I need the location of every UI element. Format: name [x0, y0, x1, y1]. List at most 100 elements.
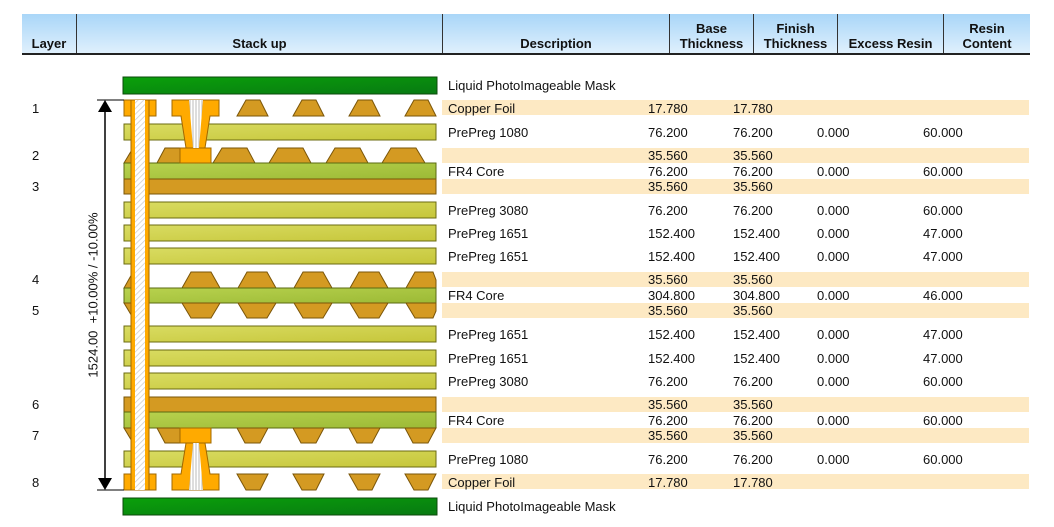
row-description: PrePreg 1651 — [448, 249, 529, 264]
row-base-thickness: 76.200 — [648, 164, 688, 179]
copper-band-l7 — [442, 428, 1029, 443]
row-base-thickness: 304.800 — [648, 288, 695, 303]
row-excess-resin: 0.000 — [817, 327, 850, 342]
row-base-thickness: 35.560 — [648, 148, 688, 163]
row-finish-thickness: 304.800 — [733, 288, 780, 303]
row-excess-resin: 0.000 — [817, 249, 850, 264]
row-finish-thickness: 152.400 — [733, 327, 780, 342]
thickness-dimension-label: 1524.00 +10.00% / -10.00% — [85, 212, 101, 378]
prepreg-1080-bottom — [123, 450, 437, 468]
row-finish-thickness: 35.560 — [733, 397, 773, 412]
row-finish-thickness: 76.200 — [733, 164, 773, 179]
row-resin-content: 60.000 — [923, 374, 963, 389]
prepreg-3080-b — [123, 372, 437, 390]
row-resin-content: 47.000 — [923, 351, 963, 366]
row-description: PrePreg 1080 — [448, 452, 529, 467]
row-resin-content: 46.000 — [923, 288, 963, 303]
copper-band-l3 — [442, 179, 1029, 194]
header-stackup: Stack up — [77, 14, 443, 53]
row-finish-thickness: 76.200 — [733, 452, 773, 467]
row-finish-thickness: 76.200 — [733, 203, 773, 218]
through-hole-via — [123, 99, 157, 491]
row-excess-resin: 0.000 — [817, 226, 850, 241]
header-resin-content: Resin Content — [962, 21, 1012, 51]
core-2 — [123, 270, 437, 319]
row-excess-resin: 0.000 — [817, 351, 850, 366]
copper-band-l1 — [442, 100, 1029, 115]
row-base-thickness: 17.780 — [648, 101, 688, 116]
row-resin-content: 47.000 — [923, 226, 963, 241]
blind-via-top — [171, 99, 220, 164]
row-description: FR4 Core — [448, 413, 505, 428]
row-base-thickness: 76.200 — [648, 374, 688, 389]
solder-mask-bottom — [122, 497, 438, 516]
row-excess-resin: 0.000 — [817, 125, 850, 140]
row-base-thickness: 35.560 — [648, 272, 688, 287]
row-resin-content: 60.000 — [923, 125, 963, 140]
row-description: PrePreg 3080 — [448, 374, 529, 389]
row-base-thickness: 152.400 — [648, 351, 695, 366]
row-base-thickness: 76.200 — [648, 203, 688, 218]
row-finish-thickness: 152.400 — [733, 249, 780, 264]
row-excess-resin: 0.000 — [817, 452, 850, 467]
row-finish-thickness: 17.780 — [733, 475, 773, 490]
row-excess-resin: 0.000 — [817, 164, 850, 179]
row-base-thickness: 17.780 — [648, 475, 688, 490]
header-layer: Layer — [22, 14, 77, 53]
row-base-thickness: 152.400 — [648, 249, 695, 264]
row-base-thickness: 76.200 — [648, 125, 688, 140]
row-finish-thickness: 35.560 — [733, 272, 773, 287]
copper-layer-8 — [236, 473, 437, 491]
row-finish-thickness: 17.780 — [733, 101, 773, 116]
copper-layer-1 — [236, 99, 437, 117]
row-description: PrePreg 1080 — [448, 125, 529, 140]
prepreg-1651-d — [123, 349, 437, 367]
prepreg-3080-a — [123, 201, 437, 219]
row-resin-content: 47.000 — [923, 327, 963, 342]
header-finish-thickness: Finish Thickness — [754, 14, 838, 53]
row-base-thickness: 35.560 — [648, 428, 688, 443]
layer-number-3: 3 — [32, 179, 40, 194]
core-3 — [123, 396, 437, 444]
row-excess-resin: 0.000 — [817, 374, 850, 389]
layer-number-5: 5 — [32, 303, 40, 318]
row-resin-content: 60.000 — [923, 164, 963, 179]
row-finish-thickness: 76.200 — [733, 413, 773, 428]
layer-number-6: 6 — [32, 397, 40, 412]
row-description: Copper Foil — [448, 475, 516, 490]
row-base-thickness: 35.560 — [648, 179, 688, 194]
row-base-thickness: 152.400 — [648, 327, 695, 342]
row-base-thickness: 76.200 — [648, 413, 688, 428]
row-resin-content: 60.000 — [923, 203, 963, 218]
layer-number-8: 8 — [32, 475, 40, 490]
row-resin-content: 60.000 — [923, 413, 963, 428]
header-description: Description — [443, 14, 670, 53]
row-base-thickness: 35.560 — [648, 303, 688, 318]
row-excess-resin: 0.000 — [817, 288, 850, 303]
prepreg-1651-a — [123, 224, 437, 242]
row-description: PrePreg 1651 — [448, 327, 529, 342]
row-finish-thickness: 35.560 — [733, 179, 773, 194]
prepreg-1080-top — [123, 123, 437, 141]
row-finish-thickness: 76.200 — [733, 125, 773, 140]
copper-band-l5 — [442, 303, 1029, 318]
row-finish-thickness: 152.400 — [733, 226, 780, 241]
header-base-thickness: Base Thickness — [670, 14, 754, 53]
copper-band-l4 — [442, 272, 1029, 287]
row-description: Liquid PhotoImageable Mask — [448, 78, 616, 93]
row-description: PrePreg 1651 — [448, 351, 529, 366]
layer-number-7: 7 — [32, 428, 40, 443]
copper-band-l6 — [442, 397, 1029, 412]
prepreg-1651-b — [123, 247, 437, 265]
layer-number-2: 2 — [32, 148, 40, 163]
row-finish-thickness: 152.400 — [733, 351, 780, 366]
core-1 — [123, 147, 437, 195]
header-excess-resin: Excess Resin — [838, 14, 944, 53]
row-resin-content: 47.000 — [923, 249, 963, 264]
thickness-dimension-arrow — [97, 99, 124, 491]
row-description: FR4 Core — [448, 164, 505, 179]
row-excess-resin: 0.000 — [817, 413, 850, 428]
row-description: PrePreg 3080 — [448, 203, 529, 218]
row-resin-content: 60.000 — [923, 452, 963, 467]
